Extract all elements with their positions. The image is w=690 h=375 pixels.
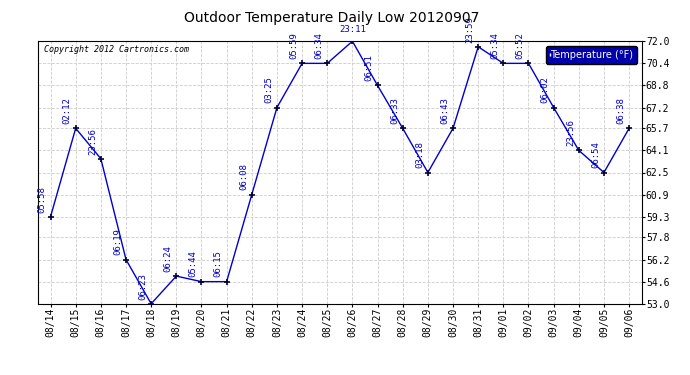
Text: 06:51: 06:51 bbox=[365, 54, 374, 81]
Text: 06:23: 06:23 bbox=[138, 273, 148, 300]
Text: 03:25: 03:25 bbox=[264, 76, 273, 104]
Text: 06:33: 06:33 bbox=[390, 97, 399, 124]
Text: 03:18: 03:18 bbox=[415, 141, 424, 168]
Text: 05:44: 05:44 bbox=[188, 251, 197, 278]
Text: 05:58: 05:58 bbox=[38, 186, 47, 213]
Text: Copyright 2012 Cartronics.com: Copyright 2012 Cartronics.com bbox=[44, 45, 189, 54]
Text: 06:08: 06:08 bbox=[239, 164, 248, 190]
Text: 05:52: 05:52 bbox=[515, 32, 524, 59]
Text: 06:19: 06:19 bbox=[113, 228, 122, 255]
Text: 06:34: 06:34 bbox=[315, 32, 324, 59]
Text: 05:59: 05:59 bbox=[289, 32, 298, 59]
Text: 06:15: 06:15 bbox=[214, 251, 223, 278]
Text: Outdoor Temperature Daily Low 20120907: Outdoor Temperature Daily Low 20120907 bbox=[184, 11, 479, 25]
Text: 02:12: 02:12 bbox=[63, 97, 72, 124]
Text: 05:34: 05:34 bbox=[491, 32, 500, 59]
Text: 06:43: 06:43 bbox=[440, 97, 449, 124]
Text: 06:38: 06:38 bbox=[616, 97, 625, 124]
Text: 06:02: 06:02 bbox=[541, 76, 550, 104]
Text: 23:59: 23:59 bbox=[465, 16, 474, 43]
Text: 06:24: 06:24 bbox=[164, 245, 172, 272]
Text: 23:56: 23:56 bbox=[88, 128, 97, 154]
Text: 06:54: 06:54 bbox=[591, 141, 600, 168]
Legend: Temperature (°F): Temperature (°F) bbox=[546, 46, 637, 64]
Text: 23:11: 23:11 bbox=[339, 25, 366, 34]
Text: 23:56: 23:56 bbox=[566, 119, 575, 146]
